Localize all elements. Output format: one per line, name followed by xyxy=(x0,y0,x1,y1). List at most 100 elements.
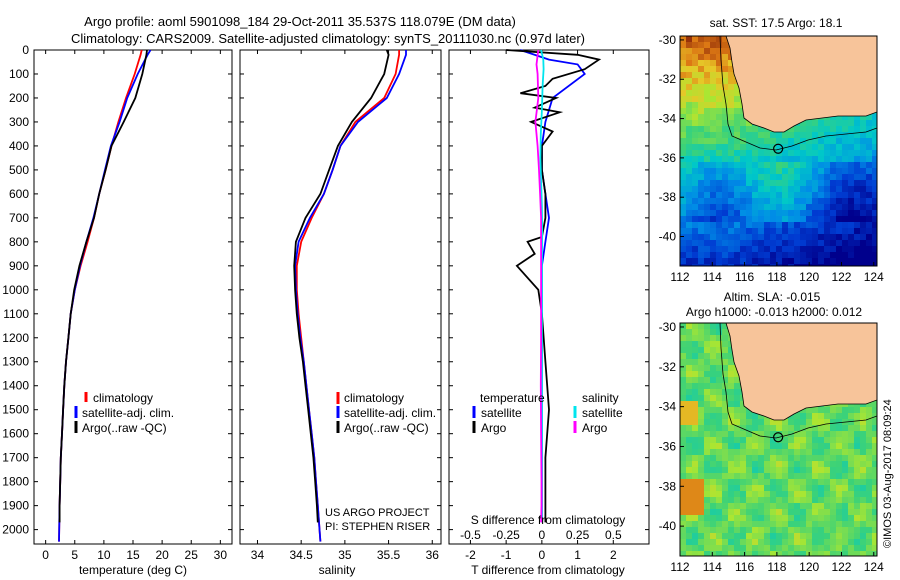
sst-cell xyxy=(710,150,717,157)
sst-cell xyxy=(872,162,877,169)
sst-cell xyxy=(854,210,861,217)
sst-cell xyxy=(788,240,795,247)
y-tick-label: 2000 xyxy=(2,523,29,537)
sst-cell xyxy=(800,234,807,241)
sst-cell xyxy=(788,210,795,217)
sla-cell xyxy=(854,485,861,492)
sst-cell xyxy=(758,252,765,259)
sst-cell xyxy=(734,102,741,109)
sla-cell xyxy=(800,413,807,420)
sst-cell xyxy=(686,204,693,211)
sst-cell xyxy=(710,258,717,265)
sst-cell xyxy=(734,168,741,175)
x-tick-label: 34 xyxy=(251,548,265,562)
sla-cell xyxy=(854,491,861,498)
sst-cell xyxy=(806,186,813,193)
sla-cell xyxy=(866,533,873,540)
sst-cell xyxy=(746,168,753,175)
sla-cell xyxy=(746,503,753,510)
sla-cell xyxy=(734,461,741,468)
sla-cell xyxy=(818,419,825,426)
sla-cell xyxy=(710,335,717,342)
sla-cell xyxy=(824,491,831,498)
sla-cell xyxy=(776,467,783,474)
sla-cell xyxy=(710,527,717,534)
sst-cell xyxy=(830,150,837,157)
sla-cell xyxy=(698,335,705,342)
sst-cell xyxy=(848,174,855,181)
sla-cell xyxy=(734,539,741,546)
sla-cell xyxy=(722,425,729,432)
sst-cell xyxy=(764,228,771,235)
sla-cell xyxy=(752,413,759,420)
sla-cell xyxy=(704,323,711,330)
sst-cell xyxy=(686,126,693,133)
sst-cell xyxy=(692,60,699,67)
sla-cell xyxy=(698,395,705,402)
sla-cell xyxy=(866,515,873,522)
sla-cell xyxy=(752,443,759,450)
sst-cell xyxy=(848,234,855,241)
sst-cell xyxy=(710,216,717,223)
sst-cell xyxy=(872,150,877,157)
sst-cell xyxy=(866,234,873,241)
sla-cell xyxy=(758,557,765,564)
project-credit-line1: US ARGO PROJECT xyxy=(325,507,430,519)
sst-cell xyxy=(686,246,693,253)
sst-cell xyxy=(794,258,801,265)
sst-cell xyxy=(848,186,855,193)
sst-cell xyxy=(680,132,687,139)
sst-cell xyxy=(740,126,747,133)
sla-cell xyxy=(776,551,783,556)
sla-cell xyxy=(824,413,831,420)
sla-cell xyxy=(686,389,693,396)
sla-cell xyxy=(854,473,861,480)
sst-cell xyxy=(830,240,837,247)
sla-cell xyxy=(770,551,777,556)
sla-cell xyxy=(722,401,729,408)
sst-cell xyxy=(818,264,825,266)
sst-map-panel: sat. SST: 17.5 Argo: 18.1 112 114 116 118 12… xyxy=(659,16,884,284)
sla-cell xyxy=(680,395,687,402)
sst-cell xyxy=(704,156,711,163)
sst-cell xyxy=(704,192,711,199)
sst-cell xyxy=(758,168,765,175)
sst-cell xyxy=(854,126,861,133)
sst-cell xyxy=(716,114,723,121)
sla-cell xyxy=(764,461,771,468)
sla-cell xyxy=(698,485,705,492)
sst-cell xyxy=(800,264,807,266)
sla-cell xyxy=(770,491,777,498)
sst-cell xyxy=(686,132,693,139)
sla-cell xyxy=(758,539,765,546)
sst-cell xyxy=(854,168,861,175)
sla-cell xyxy=(872,425,877,432)
sla-cell xyxy=(770,461,777,468)
sla-cell xyxy=(782,485,789,492)
sla-cell xyxy=(734,395,741,402)
sla-cell xyxy=(824,509,831,516)
sla-land-mask xyxy=(725,323,877,421)
map-x-tick-label: 120 xyxy=(799,560,819,574)
sst-cell xyxy=(752,204,759,211)
sst-cell xyxy=(872,222,877,229)
sst-cell xyxy=(860,126,867,133)
sst-cell xyxy=(734,150,741,157)
sla-cell xyxy=(686,521,693,528)
sla-cell xyxy=(680,527,687,534)
sla-cell xyxy=(704,533,711,540)
sla-cell xyxy=(818,467,825,474)
sst-cell xyxy=(848,138,855,145)
sst-cell xyxy=(764,138,771,145)
sla-cell xyxy=(722,365,729,372)
sst-cell xyxy=(806,150,813,157)
salinity-axes-frame xyxy=(239,49,442,545)
sla-cell xyxy=(758,485,765,492)
sla-cell xyxy=(806,413,813,420)
sla-cell xyxy=(830,467,837,474)
sst-cell xyxy=(836,132,843,139)
sla-cell xyxy=(722,377,729,384)
sst-cell xyxy=(764,156,771,163)
sla-cell xyxy=(710,413,717,420)
sla-cell xyxy=(698,509,705,516)
